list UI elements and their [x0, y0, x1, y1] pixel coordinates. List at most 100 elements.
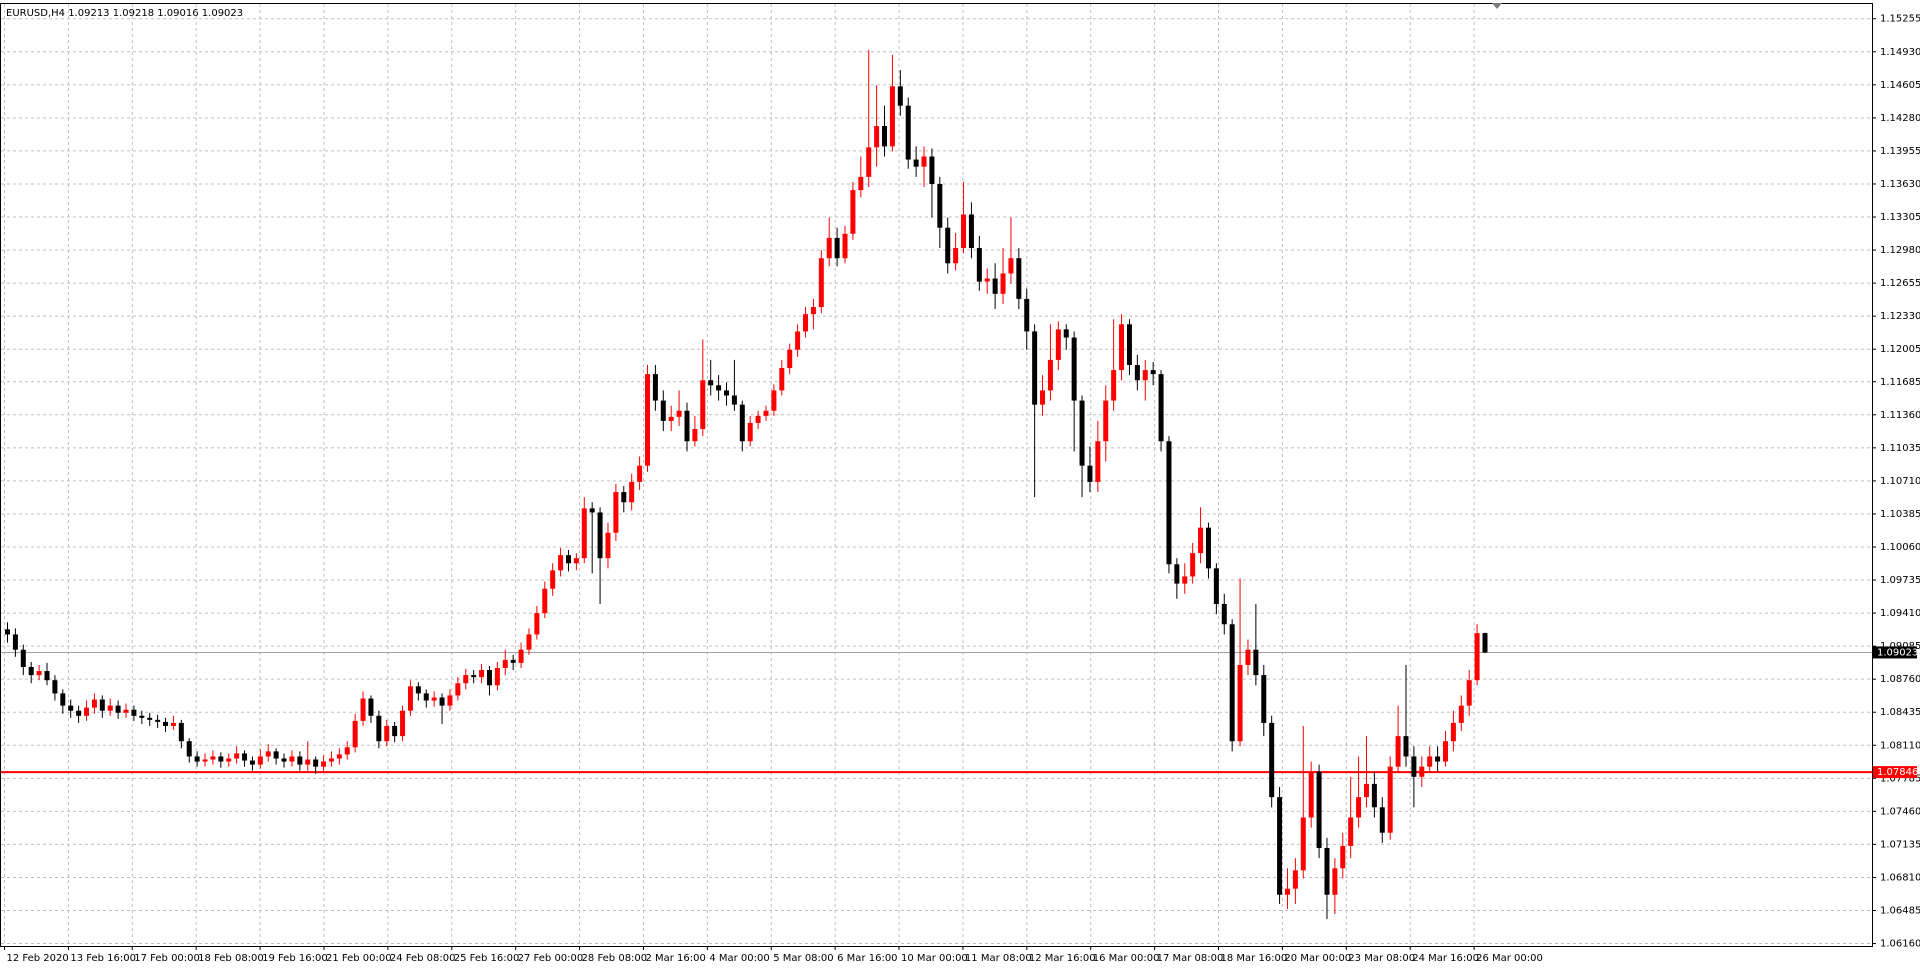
candle-body	[1087, 465, 1093, 482]
candle-body	[368, 698, 374, 716]
candle-body	[905, 105, 911, 160]
candle-body	[1284, 888, 1290, 895]
candle-body	[1063, 329, 1069, 338]
candle-body	[486, 670, 492, 686]
y-tick-label: 1.07135	[1880, 839, 1920, 850]
candle-body	[479, 670, 485, 678]
candle-body	[518, 649, 524, 663]
candle-body	[28, 666, 34, 676]
candle-body	[558, 555, 564, 571]
candle-body	[1253, 649, 1259, 676]
candle-body	[668, 416, 674, 421]
candle-body	[439, 697, 445, 706]
candle-body	[747, 422, 753, 442]
x-tick-label: 6 Mar 16:00	[837, 953, 897, 964]
candle-body	[945, 227, 951, 264]
candle-body	[1435, 756, 1441, 762]
candle-body	[1190, 553, 1196, 577]
candle-body	[210, 756, 216, 760]
candle-body	[234, 753, 240, 759]
y-tick-label: 1.12330	[1880, 311, 1920, 322]
candle-body	[423, 693, 429, 701]
candle-body	[1229, 624, 1235, 742]
candle-body	[629, 481, 635, 503]
shift-marker	[1492, 3, 1502, 9]
y-tick-label: 1.07460	[1880, 806, 1920, 817]
candle-body	[676, 410, 682, 417]
candle-body	[218, 756, 224, 762]
candle-body	[550, 570, 556, 589]
candle-body	[1174, 564, 1180, 584]
candle-body	[281, 758, 287, 762]
candle-body	[984, 278, 990, 282]
candle-body	[723, 390, 729, 396]
candle-body	[542, 588, 548, 614]
candle-body	[99, 699, 105, 711]
candle-body	[834, 237, 840, 259]
candle-body	[961, 214, 967, 249]
candle-body	[889, 86, 895, 147]
candle-body	[1166, 441, 1172, 565]
candle-body	[1450, 722, 1456, 742]
candle-body	[1095, 441, 1101, 482]
candle-body	[882, 126, 888, 147]
y-tick-label: 1.09735	[1880, 575, 1920, 586]
candle-body	[344, 747, 350, 755]
candle-body	[163, 721, 169, 726]
y-tick-label: 1.13630	[1880, 179, 1920, 190]
candle-body	[44, 671, 50, 681]
x-tick-label: 17 Feb 00:00	[134, 953, 200, 964]
candle-body	[1261, 675, 1267, 723]
candle-body	[502, 659, 508, 668]
level-tag	[1873, 766, 1917, 779]
candle-body	[795, 331, 801, 350]
candle-body	[1103, 400, 1109, 442]
candle-body	[455, 683, 461, 696]
candle-body	[787, 349, 793, 369]
candle-body	[913, 159, 919, 167]
x-tick-label: 10 Mar 00:00	[901, 953, 968, 964]
y-tick-label: 1.09410	[1880, 608, 1920, 619]
candle-body	[1047, 359, 1053, 391]
x-tick-label: 20 Mar 00:00	[1284, 953, 1351, 964]
candle-body	[1340, 845, 1346, 869]
candle-body	[692, 429, 698, 442]
candle-body	[1182, 576, 1188, 584]
candle-body	[305, 759, 311, 765]
candle-body	[1150, 370, 1156, 375]
candle-body	[992, 278, 998, 294]
candle-body	[716, 385, 722, 391]
candle-body	[1324, 847, 1330, 895]
x-tick-label: 25 Feb 16:00	[454, 953, 520, 964]
y-tick-label: 1.12980	[1880, 245, 1920, 256]
candle-body	[1024, 298, 1030, 332]
y-tick-label: 1.11685	[1880, 377, 1920, 388]
candle-body	[621, 492, 627, 503]
candle-body	[1348, 817, 1354, 846]
candle-body	[779, 368, 785, 391]
candle-body	[336, 754, 342, 759]
candle-body	[91, 699, 97, 708]
x-tick-label: 2 Mar 16:00	[645, 953, 705, 964]
candle-body	[1379, 807, 1385, 833]
candle-body	[84, 707, 90, 716]
y-tick-label: 1.12655	[1880, 278, 1920, 289]
candle-body	[1308, 771, 1314, 818]
x-tick-label: 19 Feb 16:00	[262, 953, 328, 964]
candle-body	[1055, 329, 1061, 360]
candle-body	[976, 248, 982, 282]
candle-body	[1403, 736, 1409, 757]
candle-body	[1442, 741, 1448, 762]
candle-body	[1466, 680, 1472, 706]
candle-body	[771, 390, 777, 411]
candle-body	[139, 715, 145, 718]
candle-body	[874, 126, 880, 148]
candle-body	[376, 715, 382, 742]
candle-body	[20, 649, 26, 667]
candle-body	[1205, 527, 1211, 569]
candle-body	[1213, 568, 1219, 604]
candle-body	[123, 709, 129, 713]
x-tick-label: 5 Mar 08:00	[773, 953, 833, 964]
x-tick-label: 17 Mar 08:00	[1157, 953, 1224, 964]
candle-body	[273, 751, 279, 759]
